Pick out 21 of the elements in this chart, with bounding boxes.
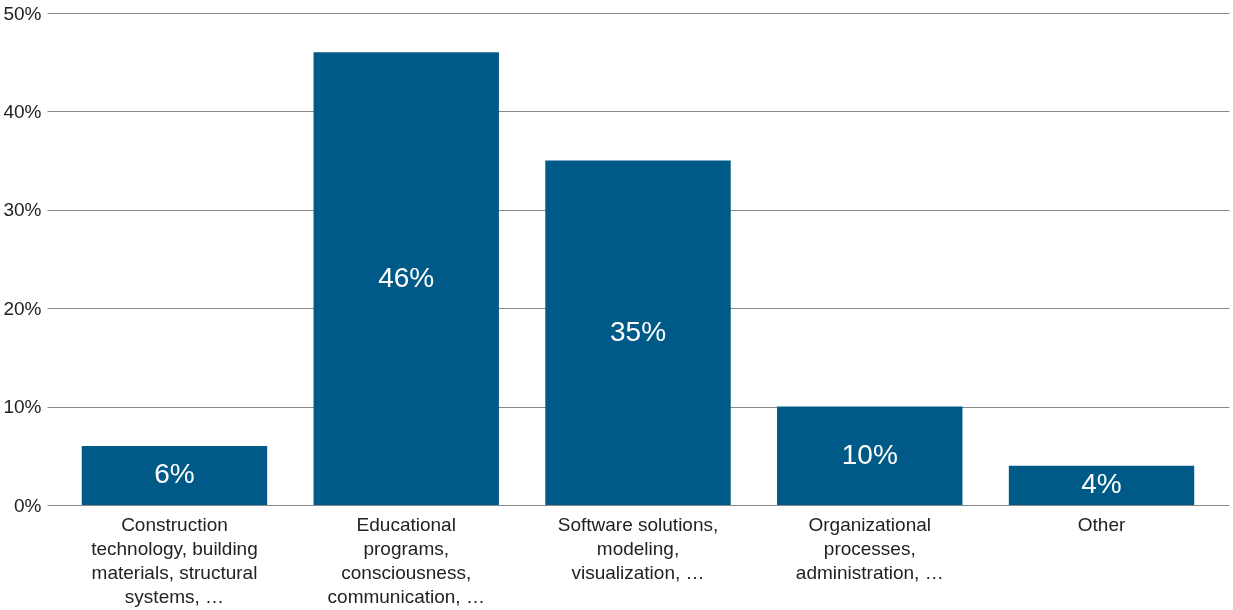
data-label: 46%	[378, 261, 435, 293]
y-tick-label: 10%	[3, 396, 42, 418]
bar	[313, 52, 499, 505]
x-tick-label: Construction technology, building materials, structural systems, …	[91, 513, 258, 607]
x-tick-label: Software solutions, modeling, visualization, …	[557, 513, 719, 583]
data-label: 4%	[1081, 468, 1122, 500]
y-tick-label: 0%	[14, 494, 42, 516]
x-tick-label: Organizational processes, administration, …	[795, 513, 944, 583]
x-tick-label: Other	[1077, 513, 1126, 535]
y-tick-label: 50%	[3, 2, 42, 24]
data-label: 6%	[154, 458, 195, 490]
x-tick-label: Educational programs, consciousness, communication, …	[327, 513, 485, 607]
y-tick-label: 40%	[3, 100, 42, 122]
bar	[545, 160, 731, 505]
bar	[81, 445, 268, 505]
y-tick-label: 30%	[3, 199, 42, 221]
data-label: 10%	[841, 438, 898, 470]
bar	[1008, 465, 1195, 505]
bar	[777, 406, 963, 505]
y-tick-label: 20%	[3, 297, 42, 319]
data-label: 35%	[609, 315, 667, 347]
